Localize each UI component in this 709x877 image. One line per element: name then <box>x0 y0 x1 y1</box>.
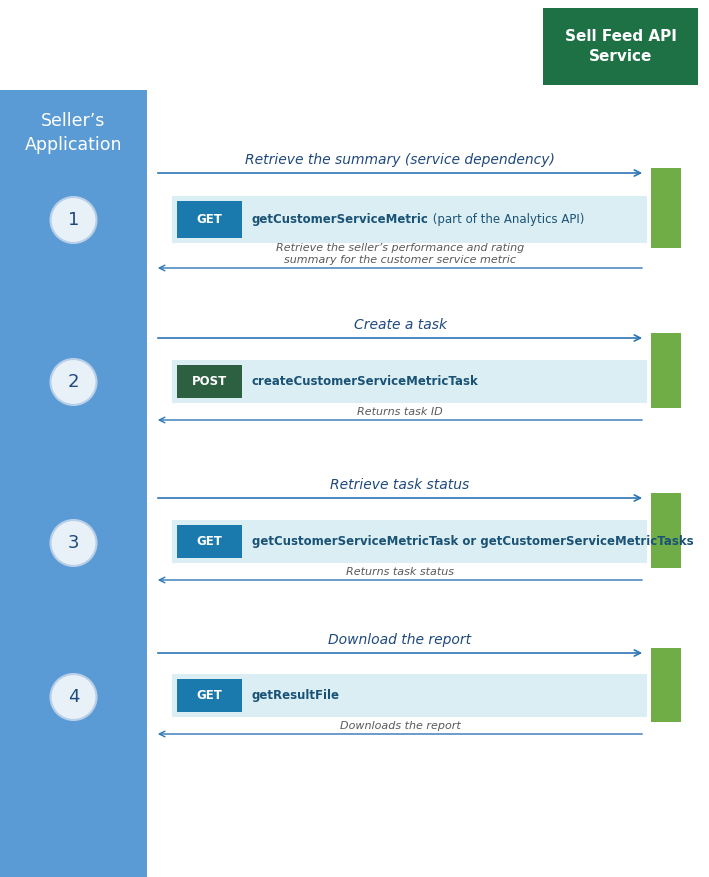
Circle shape <box>50 520 96 566</box>
Text: GET: GET <box>196 213 223 226</box>
Bar <box>172 520 647 563</box>
Text: Retrieve the summary (service dependency): Retrieve the summary (service dependency… <box>245 153 555 167</box>
Bar <box>651 333 681 408</box>
Text: Downloads the report: Downloads the report <box>340 721 460 731</box>
Circle shape <box>50 674 96 720</box>
Text: getResultFile: getResultFile <box>252 689 340 702</box>
Text: Returns task status: Returns task status <box>346 567 454 577</box>
Circle shape <box>50 359 96 405</box>
Text: 3: 3 <box>68 534 79 552</box>
Text: 1: 1 <box>68 211 79 229</box>
Text: Retrieve task status: Retrieve task status <box>330 478 469 492</box>
Text: Returns task ID: Returns task ID <box>357 407 443 417</box>
Bar <box>172 360 647 403</box>
Text: (part of the Analytics API): (part of the Analytics API) <box>429 213 584 226</box>
Bar <box>651 168 681 248</box>
Text: getCustomerServiceMetric: getCustomerServiceMetric <box>252 213 429 226</box>
Bar <box>172 196 647 243</box>
Circle shape <box>50 197 96 243</box>
Bar <box>651 493 681 568</box>
Text: 2: 2 <box>68 373 79 391</box>
Bar <box>651 648 681 722</box>
Text: Create a task: Create a task <box>354 318 447 332</box>
Text: POST: POST <box>192 375 227 388</box>
Text: Seller’s
Application: Seller’s Application <box>25 112 122 153</box>
Text: 4: 4 <box>68 688 79 706</box>
Text: GET: GET <box>196 535 223 548</box>
Text: GET: GET <box>196 689 223 702</box>
Bar <box>177 679 242 712</box>
Bar <box>543 8 698 85</box>
Bar <box>0 90 147 877</box>
Bar <box>177 525 242 558</box>
Bar <box>177 365 242 398</box>
Bar <box>172 674 647 717</box>
Bar <box>177 201 242 238</box>
Text: createCustomerServiceMetricTask: createCustomerServiceMetricTask <box>252 375 479 388</box>
Text: Retrieve the seller’s performance and rating
summary for the customer service me: Retrieve the seller’s performance and ra… <box>276 244 524 265</box>
Text: Sell Feed API
Service: Sell Feed API Service <box>564 29 676 64</box>
Text: Download the report: Download the report <box>328 633 471 647</box>
Text: getCustomerServiceMetricTask or getCustomerServiceMetricTasks: getCustomerServiceMetricTask or getCusto… <box>252 535 693 548</box>
